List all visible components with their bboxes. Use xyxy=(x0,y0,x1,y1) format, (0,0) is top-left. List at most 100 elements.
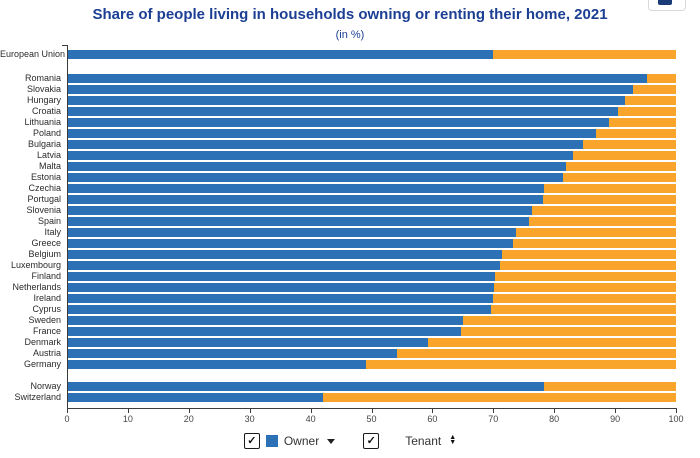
country-label: Romania xyxy=(24,73,61,83)
owner-bar-segment[interactable] xyxy=(67,217,529,226)
tenant-bar-segment[interactable] xyxy=(528,217,676,226)
country-label: Malta xyxy=(38,161,61,171)
owner-bar-segment[interactable] xyxy=(67,327,462,336)
tenant-bar-segment[interactable] xyxy=(322,393,676,402)
country-label: Norway xyxy=(30,381,61,391)
x-axis-tick xyxy=(676,408,677,413)
owner-bar-segment[interactable] xyxy=(67,184,545,193)
owner-bar-segment[interactable] xyxy=(67,85,633,94)
country-label: Ireland xyxy=(33,293,61,303)
tenant-bar-segment[interactable] xyxy=(366,360,676,369)
tenant-bar-segment[interactable] xyxy=(609,118,676,127)
owner-bar-segment[interactable] xyxy=(67,173,564,182)
country-label: Slovenia xyxy=(26,205,61,215)
bar-row: Finland xyxy=(0,272,700,281)
tenant-bar-segment[interactable] xyxy=(501,250,676,259)
tenant-bar-segment[interactable] xyxy=(618,107,676,116)
owner-bar-segment[interactable] xyxy=(67,338,428,347)
bar-track xyxy=(67,261,676,270)
tenant-checkbox[interactable]: ✓ xyxy=(363,433,380,449)
owner-bar-segment[interactable] xyxy=(67,349,398,358)
owner-bar-segment[interactable] xyxy=(67,107,619,116)
owner-bar-segment[interactable] xyxy=(67,360,367,369)
bar-row: Slovenia xyxy=(0,206,700,215)
owner-bar-segment[interactable] xyxy=(67,50,493,59)
bar-track xyxy=(67,74,676,83)
bar-row: Estonia xyxy=(0,173,700,182)
country-label: Cyprus xyxy=(32,304,61,314)
owner-bar-segment[interactable] xyxy=(67,261,500,270)
owner-bar-segment[interactable] xyxy=(67,382,544,391)
owner-bar-segment[interactable] xyxy=(67,228,516,237)
bar-track xyxy=(67,272,676,281)
x-axis-tick-label: 30 xyxy=(244,414,255,424)
x-axis-tick-label: 20 xyxy=(183,414,194,424)
tenant-bar-segment[interactable] xyxy=(427,338,676,347)
tenant-bar-segment[interactable] xyxy=(543,195,676,204)
owner-bar-segment[interactable] xyxy=(67,250,502,259)
country-label: Spain xyxy=(37,216,61,226)
country-label: Latvia xyxy=(36,150,61,160)
owner-bar-segment[interactable] xyxy=(67,129,596,138)
owner-bar-segment[interactable] xyxy=(67,305,492,314)
country-label: Slovakia xyxy=(26,84,61,94)
x-axis-tick xyxy=(249,408,251,413)
tenant-bar-segment[interactable] xyxy=(543,382,676,391)
owner-bar-segment[interactable] xyxy=(67,393,323,402)
tenant-bar-segment[interactable] xyxy=(513,239,676,248)
tenant-bar-segment[interactable] xyxy=(462,316,676,325)
x-axis-tick-label: 40 xyxy=(305,414,316,424)
bar-track xyxy=(67,360,676,369)
owner-bar-segment[interactable] xyxy=(67,316,463,325)
tenant-bar-segment[interactable] xyxy=(515,228,676,237)
tenant-bar-segment[interactable] xyxy=(544,184,676,193)
bar-track xyxy=(67,349,676,358)
tenant-bar-segment[interactable] xyxy=(647,74,676,83)
tenant-bar-segment[interactable] xyxy=(461,327,676,336)
owner-bar-segment[interactable] xyxy=(67,96,626,105)
tenant-bar-segment[interactable] xyxy=(583,140,676,149)
tenant-bar-segment[interactable] xyxy=(499,261,676,270)
bar-track xyxy=(67,96,676,105)
tenant-bar-segment[interactable] xyxy=(491,305,676,314)
chart-options-button[interactable] xyxy=(648,0,686,11)
owner-bar-segment[interactable] xyxy=(67,206,532,215)
owner-bar-segment[interactable] xyxy=(67,74,648,83)
tenant-bar-segment[interactable] xyxy=(492,294,676,303)
owner-bar-segment[interactable] xyxy=(67,283,494,292)
tenant-bar-segment[interactable] xyxy=(573,151,676,160)
country-label: Bulgaria xyxy=(27,139,61,149)
caret-down-icon[interactable] xyxy=(327,438,336,444)
country-label: Lithuania xyxy=(24,117,61,127)
owner-bar-segment[interactable] xyxy=(67,140,584,149)
sort-arrows-icon[interactable]: ▲ ▼ xyxy=(449,434,457,446)
bar-row: Latvia xyxy=(0,151,700,160)
bar-track xyxy=(67,85,676,94)
country-label: Hungary xyxy=(26,95,61,105)
tenant-bar-segment[interactable] xyxy=(531,206,676,215)
blue-square-icon xyxy=(265,435,278,447)
bar-row: Luxembourg xyxy=(0,261,700,270)
tenant-bar-segment[interactable] xyxy=(565,162,676,171)
tenant-bar-segment[interactable] xyxy=(493,283,676,292)
tenant-bar-segment[interactable] xyxy=(632,85,676,94)
bar-track xyxy=(67,195,676,204)
owner-bar-segment[interactable] xyxy=(67,195,544,204)
owner-bar-segment[interactable] xyxy=(67,239,514,248)
owner-checkbox[interactable]: ✓ xyxy=(243,433,260,449)
owner-bar-segment[interactable] xyxy=(67,272,496,281)
x-axis-tick-label: 80 xyxy=(549,414,560,424)
bar-row: Romania xyxy=(0,74,700,83)
tenant-bar-segment[interactable] xyxy=(595,129,676,138)
tenant-bar-segment[interactable] xyxy=(495,272,676,281)
tenant-bar-segment[interactable] xyxy=(492,50,676,59)
chart-legend: ✓ Owner ✓ Tenant ▲ ▼ xyxy=(0,429,700,453)
owner-bar-segment[interactable] xyxy=(67,294,493,303)
tenant-bar-segment[interactable] xyxy=(625,96,676,105)
owner-bar-segment[interactable] xyxy=(67,162,566,171)
tenant-bar-segment[interactable] xyxy=(397,349,676,358)
owner-bar-segment[interactable] xyxy=(67,118,609,127)
owner-bar-segment[interactable] xyxy=(67,151,574,160)
tenant-bar-segment[interactable] xyxy=(563,173,676,182)
bar-track xyxy=(67,250,676,259)
